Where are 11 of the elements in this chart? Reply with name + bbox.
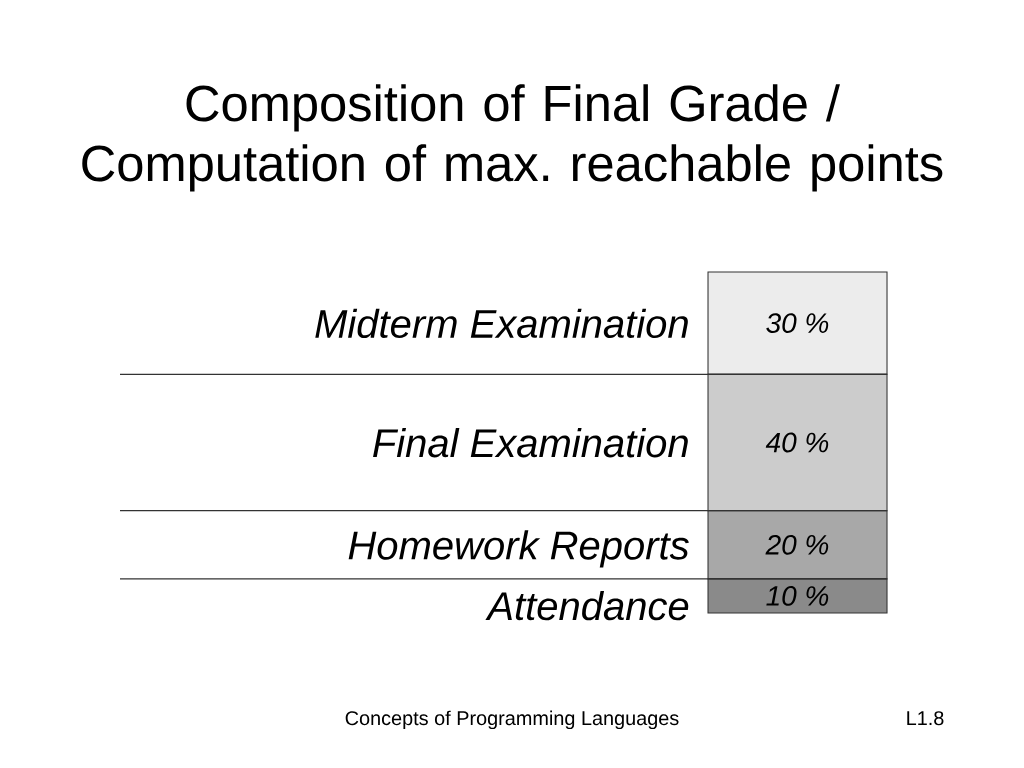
series-label: Final Examination [373, 428, 688, 458]
data-label: 10 % [766, 586, 829, 606]
data-label: 20 % [765, 534, 829, 555]
data-label: 40 % [765, 432, 829, 453]
text: L1.8 [907, 711, 944, 726]
data-label: 30 % [766, 313, 829, 334]
series-label: Midterm Examination [315, 308, 688, 339]
series-label: Homework Reports [348, 530, 689, 568]
chart-title: Composition of Final Grade / Computation of max. reachable points [82, 84, 943, 192]
series-label: Attendance [485, 590, 689, 621]
text: Concepts of Programming Languages [345, 710, 679, 730]
